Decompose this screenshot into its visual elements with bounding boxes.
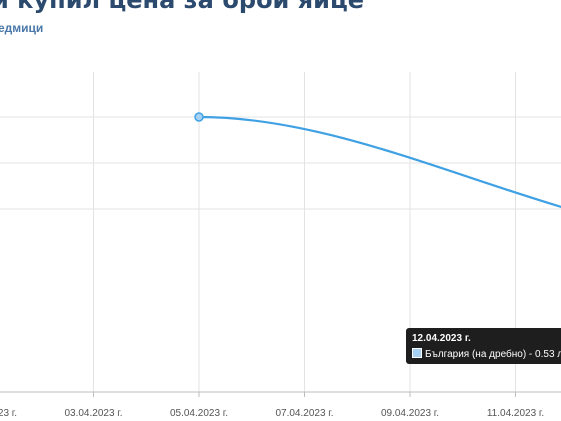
x-tick-label: 03.04.2023 г.	[64, 408, 122, 419]
x-axis-ticks: 01.04.2023 г. 03.04.2023 г. 05.04.2023 г. 0…	[0, 392, 544, 419]
chart-subtitle: едмици	[0, 21, 44, 35]
series-layer	[194, 112, 561, 208]
tooltip-series-swatch	[412, 348, 422, 358]
tooltip-value: България (на дребно) - 0.53 лв.	[425, 349, 561, 360]
x-tick-label: 11.04.2023 г.	[487, 408, 544, 419]
chart-title: и купил цена за брой яйце	[0, 0, 365, 14]
tooltip: 12.04.2023 г. България (на дребно) - 0.5…	[406, 328, 561, 364]
x-tick-label: 01.04.2023 г.	[0, 408, 17, 419]
tooltip-row: България (на дребно) - 0.53 лв.	[412, 348, 561, 360]
x-tick-label: 07.04.2023 г.	[275, 408, 333, 419]
x-tick-label: 05.04.2023 г.	[170, 408, 228, 419]
x-tick-label: 09.04.2023 г.	[381, 408, 439, 419]
tooltip-date: 12.04.2023 г.	[412, 333, 471, 344]
data-point	[194, 112, 204, 122]
series-line	[198, 115, 561, 208]
